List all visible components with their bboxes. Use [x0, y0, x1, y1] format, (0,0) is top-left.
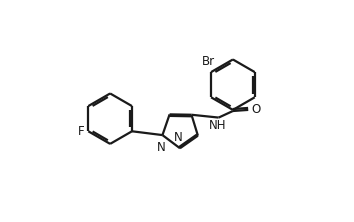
Text: O: O: [251, 103, 260, 116]
Text: N: N: [174, 131, 183, 144]
Text: Br: Br: [202, 55, 215, 68]
Text: F: F: [78, 125, 84, 138]
Text: NH: NH: [209, 119, 226, 132]
Text: N: N: [157, 141, 166, 154]
